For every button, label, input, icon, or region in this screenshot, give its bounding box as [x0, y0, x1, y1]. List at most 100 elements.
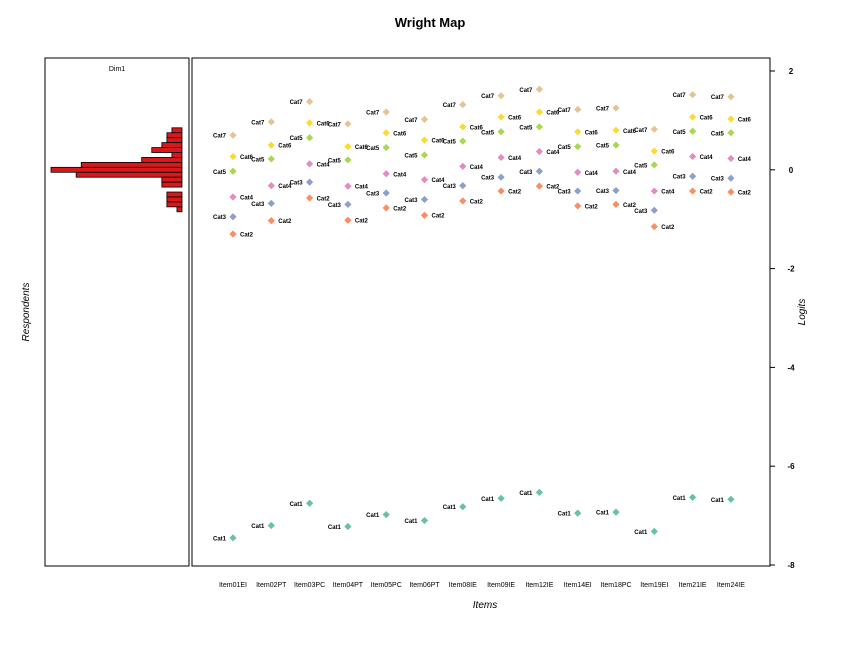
threshold-marker [535, 108, 543, 116]
threshold-label: Cat2 [700, 190, 714, 196]
threshold-label: Cat7 [328, 122, 342, 128]
logits-axis: 2 0 -2 -4 -6 -8 [769, 67, 795, 570]
threshold-label: Cat1 [481, 497, 495, 503]
threshold-label: Cat4 [738, 157, 752, 163]
threshold-label: Cat2 [470, 199, 484, 205]
threshold-marker [497, 92, 505, 100]
threshold-label: Cat1 [711, 498, 725, 504]
threshold-label: Cat6 [661, 150, 675, 156]
y-tick-label: -4 [787, 363, 795, 372]
histogram-bar [161, 142, 183, 148]
histogram-bar [166, 191, 183, 198]
threshold-label: Cat7 [290, 100, 304, 106]
x-tick-label: Item08IE [449, 582, 477, 589]
threshold-marker [306, 98, 314, 106]
respondents-axis-label: Respondents [21, 283, 32, 342]
threshold-marker [382, 129, 390, 137]
threshold-label: Cat7 [251, 120, 265, 126]
threshold-marker [344, 216, 352, 224]
threshold-marker [612, 167, 620, 175]
threshold-label: Cat4 [585, 171, 599, 177]
threshold-label: Cat5 [443, 140, 457, 146]
threshold-label: Cat3 [251, 202, 265, 208]
threshold-marker [727, 115, 735, 123]
threshold-marker [382, 511, 390, 519]
threshold-label: Cat2 [508, 190, 522, 196]
threshold-marker [344, 120, 352, 128]
threshold-marker [420, 115, 429, 124]
threshold-label: Cat5 [290, 136, 304, 142]
threshold-marker [650, 161, 658, 169]
threshold-label: Cat6 [585, 130, 599, 136]
threshold-label: Cat7 [481, 94, 495, 100]
histogram-bar [166, 137, 183, 144]
threshold-label: Cat4 [317, 162, 331, 168]
threshold-label: Cat7 [443, 103, 457, 109]
threshold-marker [612, 508, 620, 516]
threshold-label: Cat6 [700, 115, 714, 121]
threshold-marker [420, 516, 429, 525]
threshold-label: Cat6 [508, 115, 522, 121]
threshold-label: Cat5 [251, 157, 265, 163]
threshold-label: Cat6 [546, 111, 560, 117]
threshold-label: Cat6 [432, 139, 446, 145]
respondents-panel-frame [44, 57, 190, 567]
threshold-marker [459, 162, 467, 170]
dimension-label: Dim1 [109, 66, 125, 73]
threshold-label: Cat7 [558, 108, 572, 114]
threshold-marker [420, 195, 429, 204]
threshold-label: Cat2 [546, 185, 560, 191]
threshold-label: Cat3 [481, 176, 495, 182]
x-tick-label: Item19EI [640, 582, 668, 589]
threshold-label: Cat1 [213, 536, 227, 542]
threshold-label: Cat6 [317, 121, 331, 127]
threshold-marker [459, 182, 467, 190]
threshold-marker [306, 499, 314, 507]
threshold-marker [344, 200, 352, 208]
threshold-marker [229, 167, 237, 175]
threshold-label: Cat4 [432, 178, 446, 184]
threshold-marker [497, 128, 505, 136]
threshold-label: Cat5 [596, 144, 610, 150]
threshold-marker [459, 137, 467, 145]
threshold-label: Cat4 [393, 172, 407, 178]
threshold-marker [267, 182, 275, 190]
threshold-marker [459, 503, 467, 511]
threshold-marker [650, 147, 658, 155]
x-tick-label: Item24IE [717, 582, 745, 589]
threshold-label: Cat4 [546, 150, 560, 156]
threshold-marker [382, 170, 390, 178]
threshold-marker [535, 488, 543, 496]
threshold-label: Cat1 [558, 512, 572, 518]
threshold-marker [535, 85, 543, 93]
threshold-label: Cat6 [355, 145, 369, 151]
histogram-bar [80, 161, 183, 168]
threshold-marker [229, 230, 237, 238]
threshold-marker [727, 174, 735, 182]
threshold-label: Cat3 [404, 198, 418, 204]
threshold-marker [612, 200, 620, 208]
threshold-marker [420, 136, 429, 144]
threshold-marker [497, 153, 505, 162]
threshold-label: Cat7 [519, 88, 533, 94]
threshold-marker [344, 522, 352, 531]
threshold-marker [535, 182, 543, 190]
threshold-label: Cat5 [481, 130, 495, 136]
threshold-marker [229, 152, 237, 161]
threshold-marker [229, 193, 237, 201]
threshold-label: Cat2 [738, 191, 752, 197]
threshold-label: Cat2 [661, 225, 675, 231]
threshold-marker [459, 100, 467, 109]
threshold-marker [689, 493, 697, 501]
respondent-histogram [50, 127, 183, 213]
threshold-marker [267, 118, 275, 126]
threshold-label: Cat1 [366, 513, 380, 519]
x-tick-label: Item05PC [371, 582, 402, 589]
threshold-label: Cat2 [585, 204, 599, 210]
threshold-label: Cat3 [673, 175, 687, 181]
threshold-marker [459, 123, 467, 131]
threshold-marker [535, 167, 543, 175]
histogram-bar [166, 201, 183, 208]
threshold-label: Cat5 [634, 163, 648, 169]
y-tick-label: -6 [787, 462, 795, 471]
